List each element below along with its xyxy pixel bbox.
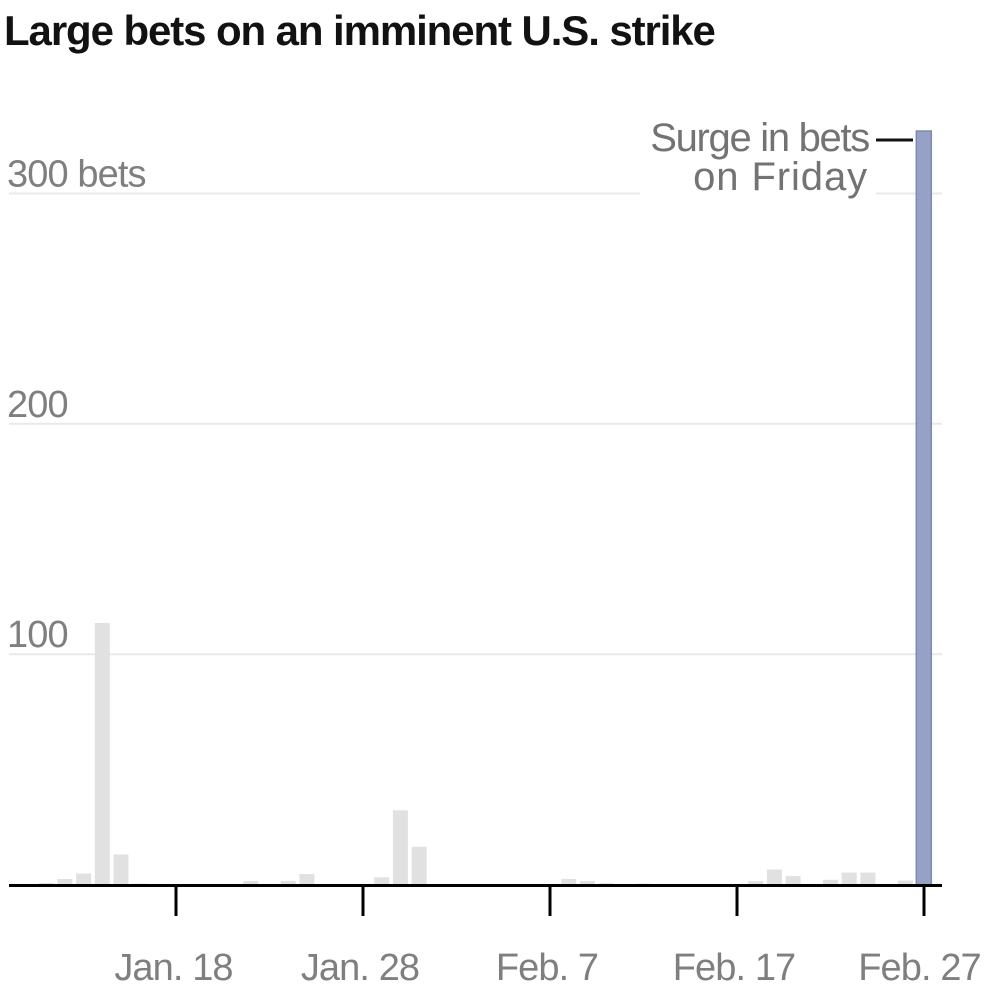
svg-text:Feb. 17: Feb. 17	[673, 947, 796, 989]
svg-text:on Friday: on Friday	[693, 155, 868, 199]
svg-text:Jan. 28: Jan. 28	[301, 947, 419, 989]
svg-text:300 bets: 300 bets	[7, 154, 146, 196]
svg-text:Feb. 7: Feb. 7	[496, 947, 598, 989]
svg-text:Jan. 18: Jan. 18	[114, 947, 232, 989]
svg-text:Feb. 27: Feb. 27	[858, 947, 981, 989]
svg-text:Surge in bets: Surge in bets	[650, 116, 869, 160]
svg-text:100: 100	[7, 614, 68, 656]
svg-text:Large bets on an imminent U.S.: Large bets on an imminent U.S. strike	[4, 7, 715, 54]
svg-text:200: 200	[7, 384, 68, 426]
